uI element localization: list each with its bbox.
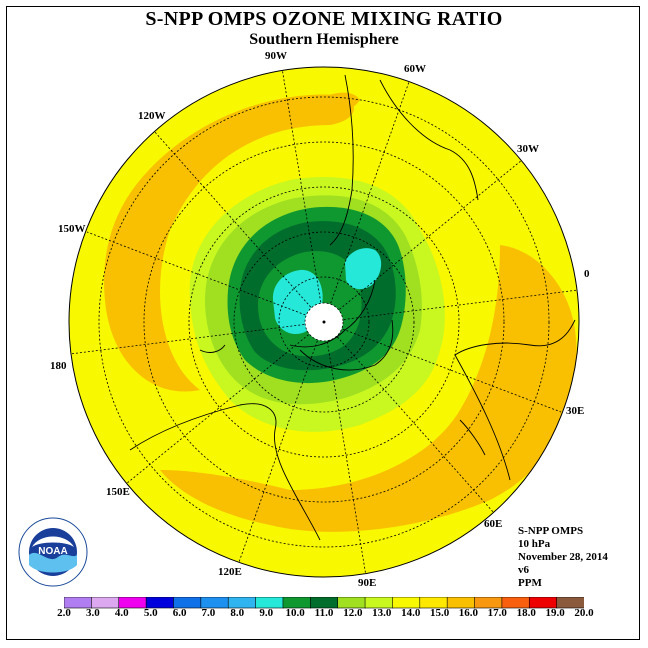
colorbar-tick-label: 3.0 xyxy=(86,607,100,619)
map-title: S-NPP OMPS OZONE MIXING RATIO xyxy=(145,8,503,30)
colorbar-tick-label: 13.0 xyxy=(372,607,392,619)
info-units: PPM xyxy=(518,577,542,589)
lon-label-150e: 150E xyxy=(106,486,130,498)
info-level: 10 hPa xyxy=(518,538,551,550)
colorbar-tick-label: 12.0 xyxy=(343,607,363,619)
coastlines xyxy=(129,74,576,541)
info-product: S-NPP OMPS xyxy=(518,525,584,537)
colorbar-tick-label: 2.0 xyxy=(57,607,71,619)
info-date: November 28, 2014 xyxy=(518,551,608,563)
colorbar-tick-label: 6.0 xyxy=(172,607,187,619)
graticule xyxy=(69,67,579,577)
colorbar-tick-label: 17.0 xyxy=(487,607,507,619)
lon-label-30e: 30E xyxy=(566,405,585,417)
lon-label-90e: 90E xyxy=(358,577,377,589)
lon-label-120w: 120W xyxy=(138,110,166,122)
colorbar-tick-label: 7.0 xyxy=(201,607,216,619)
map-subtitle: Southern Hemisphere xyxy=(249,31,399,48)
colorbar-tick-label: 16.0 xyxy=(458,607,479,619)
colorbar-tick-label: 14.0 xyxy=(401,607,421,619)
info-block: S-NPP OMPS 10 hPa November 28, 2014 v6 P… xyxy=(518,525,608,590)
south-pole-marker xyxy=(322,320,326,324)
colorbar-tick-label: 8.0 xyxy=(230,607,245,619)
noaa-logo-icon: NOAA xyxy=(18,517,88,587)
colorbar-tick-label: 9.0 xyxy=(259,607,274,619)
colorbar xyxy=(64,597,584,609)
colorbar-tick-label: 11.0 xyxy=(314,607,334,619)
lon-label-180: 180 xyxy=(50,360,67,372)
map-frame xyxy=(6,6,640,640)
zone-cyan-east xyxy=(345,248,382,290)
lon-label-60w: 60W xyxy=(404,63,426,75)
lon-label-30w: 30W xyxy=(517,143,539,155)
colorbar-tick-label: 4.0 xyxy=(114,607,129,619)
colorbar-tick-label: 18.0 xyxy=(516,607,536,619)
svg-text:NOAA: NOAA xyxy=(38,546,67,557)
lon-label-120e: 120E xyxy=(218,566,242,578)
zone-orange-west xyxy=(104,94,354,392)
map-boundary xyxy=(68,66,580,578)
colorbar-tick-label: 19.0 xyxy=(545,607,565,619)
lon-label-60e: 60E xyxy=(484,518,503,530)
colorbar-tick-label: 20.0 xyxy=(574,607,594,619)
info-version: v6 xyxy=(518,564,529,576)
colorbar-tick-label: 10.0 xyxy=(285,607,305,619)
zone-orange-east xyxy=(160,245,577,532)
lon-label-0: 0 xyxy=(584,268,590,280)
colorbar-swatch xyxy=(556,597,584,609)
lon-label-150w: 150W xyxy=(58,223,86,235)
colorbar-tick-label: 5.0 xyxy=(143,607,158,619)
colorbar-tick-label: 15.0 xyxy=(429,607,450,619)
lon-label-90w: 90W xyxy=(265,50,287,62)
